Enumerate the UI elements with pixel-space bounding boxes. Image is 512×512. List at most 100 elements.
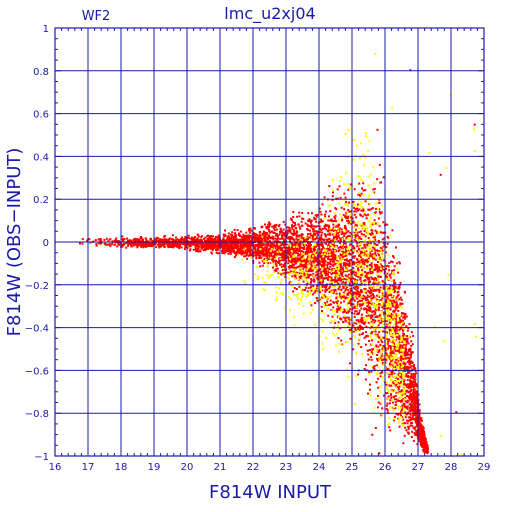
red-data-point (239, 230, 242, 233)
red-data-point (334, 217, 337, 220)
red-data-point (376, 354, 379, 356)
red-data-point (240, 250, 243, 253)
red-data-point (408, 382, 411, 385)
red-data-point (386, 409, 389, 412)
red-data-point (251, 244, 254, 247)
red-data-point (255, 252, 258, 255)
red-data-point (323, 263, 326, 266)
red-data-point (278, 251, 281, 254)
red-data-point (372, 310, 375, 313)
red-data-point (340, 274, 343, 277)
red-data-point (315, 220, 318, 223)
red-data-point (354, 240, 357, 242)
red-data-point (313, 225, 316, 228)
red-data-point (226, 246, 229, 249)
red-data-point (335, 256, 338, 259)
red-data-point (374, 277, 377, 280)
red-data-point (405, 351, 408, 354)
red-data-point (264, 233, 267, 236)
red-data-point (309, 229, 312, 232)
red-data-point (195, 250, 198, 253)
red-data-point (330, 218, 333, 221)
red-data-point (366, 274, 368, 277)
red-data-point (283, 259, 286, 262)
red-data-point (368, 295, 371, 298)
red-data-point (272, 238, 275, 241)
red-data-point (285, 243, 288, 246)
red-data-point (395, 324, 398, 327)
red-data-point (328, 215, 330, 218)
red-data-point (403, 363, 406, 366)
red-data-point (381, 341, 384, 344)
red-data-point (410, 406, 413, 409)
red-data-point (337, 337, 340, 340)
red-data-point (318, 262, 321, 265)
red-data-point (342, 214, 345, 217)
red-data-point (300, 275, 303, 277)
red-data-point (337, 277, 340, 280)
red-data-point (280, 263, 283, 266)
red-data-point (312, 230, 315, 233)
red-data-point (232, 242, 234, 245)
red-data-point (376, 288, 379, 291)
red-data-point (413, 373, 416, 376)
red-data-point (315, 297, 318, 299)
red-data-point (134, 240, 137, 243)
red-data-point (395, 323, 398, 325)
red-data-point (338, 268, 341, 271)
red-data-point (326, 261, 329, 264)
red-data-point (290, 246, 293, 249)
red-data-point (204, 236, 207, 239)
red-data-point (296, 249, 299, 252)
red-data-point (164, 238, 167, 241)
red-data-point (376, 278, 378, 281)
red-data-point (394, 415, 396, 418)
red-data-point (284, 232, 287, 235)
red-data-point (413, 431, 416, 434)
red-data-point (406, 379, 409, 382)
red-data-point (357, 203, 359, 206)
red-data-point (390, 396, 393, 399)
red-data-point (350, 271, 353, 274)
red-data-point (369, 242, 372, 245)
red-data-point (329, 271, 331, 274)
red-data-point (345, 212, 348, 215)
red-data-point (155, 236, 158, 239)
red-data-point (379, 321, 382, 324)
red-data-point (388, 426, 391, 429)
red-data-point (387, 340, 390, 343)
red-data-point (264, 223, 266, 226)
red-data-point (393, 419, 395, 422)
red-data-point (377, 395, 380, 397)
red-data-point (406, 356, 409, 359)
red-data-point (382, 245, 385, 248)
red-data-point (388, 384, 391, 387)
red-data-point (360, 304, 363, 307)
red-data-point (371, 271, 374, 274)
red-data-point (422, 448, 425, 451)
red-data-point (407, 370, 410, 373)
red-data-point (325, 210, 327, 213)
red-data-point (243, 255, 246, 258)
red-data-point (291, 266, 294, 269)
red-data-point (227, 252, 230, 255)
red-data-point (316, 262, 319, 265)
red-data-point (300, 250, 303, 252)
red-data-point (315, 260, 318, 263)
red-data-point (371, 314, 374, 317)
red-data-point (122, 242, 125, 245)
red-data-point (378, 306, 381, 309)
red-data-point (390, 393, 392, 396)
red-data-point (368, 278, 371, 281)
red-data-point (332, 264, 335, 267)
red-data-point (157, 244, 160, 247)
red-data-point (291, 252, 294, 255)
red-data-point (314, 230, 317, 233)
red-data-point (404, 350, 407, 353)
red-data-point (386, 223, 389, 226)
red-data-point (140, 243, 143, 246)
red-data-point (312, 248, 315, 250)
red-data-point (261, 232, 264, 235)
red-data-point (374, 319, 377, 322)
red-data-point (338, 285, 341, 288)
